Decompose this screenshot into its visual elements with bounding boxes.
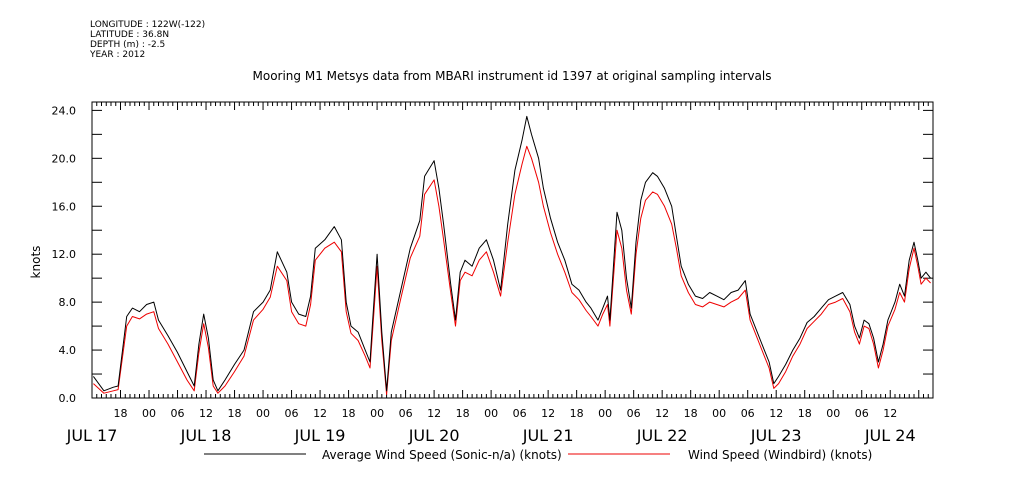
x-hour-tick-label: 00 [256, 407, 270, 420]
x-day-label: JUL 24 [864, 426, 916, 445]
y-tick-label: 20.0 [52, 152, 77, 165]
y-axis-label: knots [29, 246, 43, 279]
x-day-label: JUL 23 [750, 426, 802, 445]
x-hour-tick-label: 00 [370, 407, 384, 420]
legend-label-windbird: Wind Speed (Windbird) (knots) [688, 448, 872, 462]
x-hour-tick-label: 18 [570, 407, 584, 420]
x-hour-tick-label: 06 [855, 407, 869, 420]
legend: Average Wind Speed (Sonic-n/a) (knots) W… [204, 448, 872, 462]
x-hour-tick-label: 00 [712, 407, 726, 420]
plot-frame [91, 101, 934, 399]
y-tick-label: 8.0 [59, 296, 77, 309]
plot-area: 18 00 06 12 18 00 06 12 18 00 06 12 18 00 06 12 18 00 06 12… [52, 101, 934, 445]
x-hour-tick-label: 18 [342, 407, 356, 420]
year-label: YEAR : 2012 [90, 50, 146, 60]
x-hour-tick-label: 18 [684, 407, 698, 420]
x-hour-tick-label: 12 [427, 407, 441, 420]
depth-label: DEPTH (m) : -2.5 [90, 40, 166, 50]
x-hour-tick-label: 12 [769, 407, 783, 420]
x-hour-tick-label: 06 [171, 407, 185, 420]
x-day-label: JUL 19 [294, 426, 346, 445]
x-day-label: JUL 20 [408, 426, 460, 445]
x-hour-tick-label: 00 [598, 407, 612, 420]
y-tick-label: 0.0 [59, 392, 77, 405]
x-day-label: JUL 17 [66, 426, 118, 445]
chart-title: Mooring M1 Metsys data from MBARI instru… [253, 69, 772, 83]
x-hour-tick-label: 00 [484, 407, 498, 420]
x-day-label: JUL 22 [636, 426, 688, 445]
longitude-label: LONGITUDE : 122W(-122) [90, 20, 206, 30]
x-hour-tick-label: 12 [313, 407, 327, 420]
x-hour-tick-label: 06 [513, 407, 527, 420]
latitude-label: LATITUDE : 36.8N [90, 30, 170, 40]
x-hour-tick-label: 18 [798, 407, 812, 420]
metadata-block: LONGITUDE : 122W(-122) LATITUDE : 36.8N … [90, 20, 205, 60]
x-hour-tick-label: 12 [199, 407, 213, 420]
y-tick-label: 12.0 [52, 248, 77, 261]
x-hour-tick-label: 06 [285, 407, 299, 420]
x-hour-tick-label: 00 [826, 407, 840, 420]
x-hour-tick-label: 18 [456, 407, 470, 420]
x-hour-tick-label: 12 [883, 407, 897, 420]
y-tick-label: 4.0 [59, 344, 77, 357]
legend-label-average: Average Wind Speed (Sonic-n/a) (knots) [322, 448, 562, 462]
x-hour-tick-label: 12 [541, 407, 555, 420]
series-line-average-wind-speed [92, 115, 931, 392]
x-hour-tick-label: 00 [142, 407, 156, 420]
x-day-label: JUL 18 [180, 426, 232, 445]
x-hour-tick-label: 06 [741, 407, 755, 420]
x-day-label: JUL 21 [522, 426, 574, 445]
y-tick-label: 16.0 [52, 200, 77, 213]
x-hour-tick-label: 06 [627, 407, 641, 420]
x-hour-tick-label: 18 [228, 407, 242, 420]
x-hour-tick-label: 12 [655, 407, 669, 420]
series-line-windbird-wind-speed [93, 145, 931, 395]
x-hour-tick-label: 18 [114, 407, 128, 420]
x-hour-tick-label: 06 [399, 407, 413, 420]
y-tick-label: 24.0 [52, 104, 77, 117]
